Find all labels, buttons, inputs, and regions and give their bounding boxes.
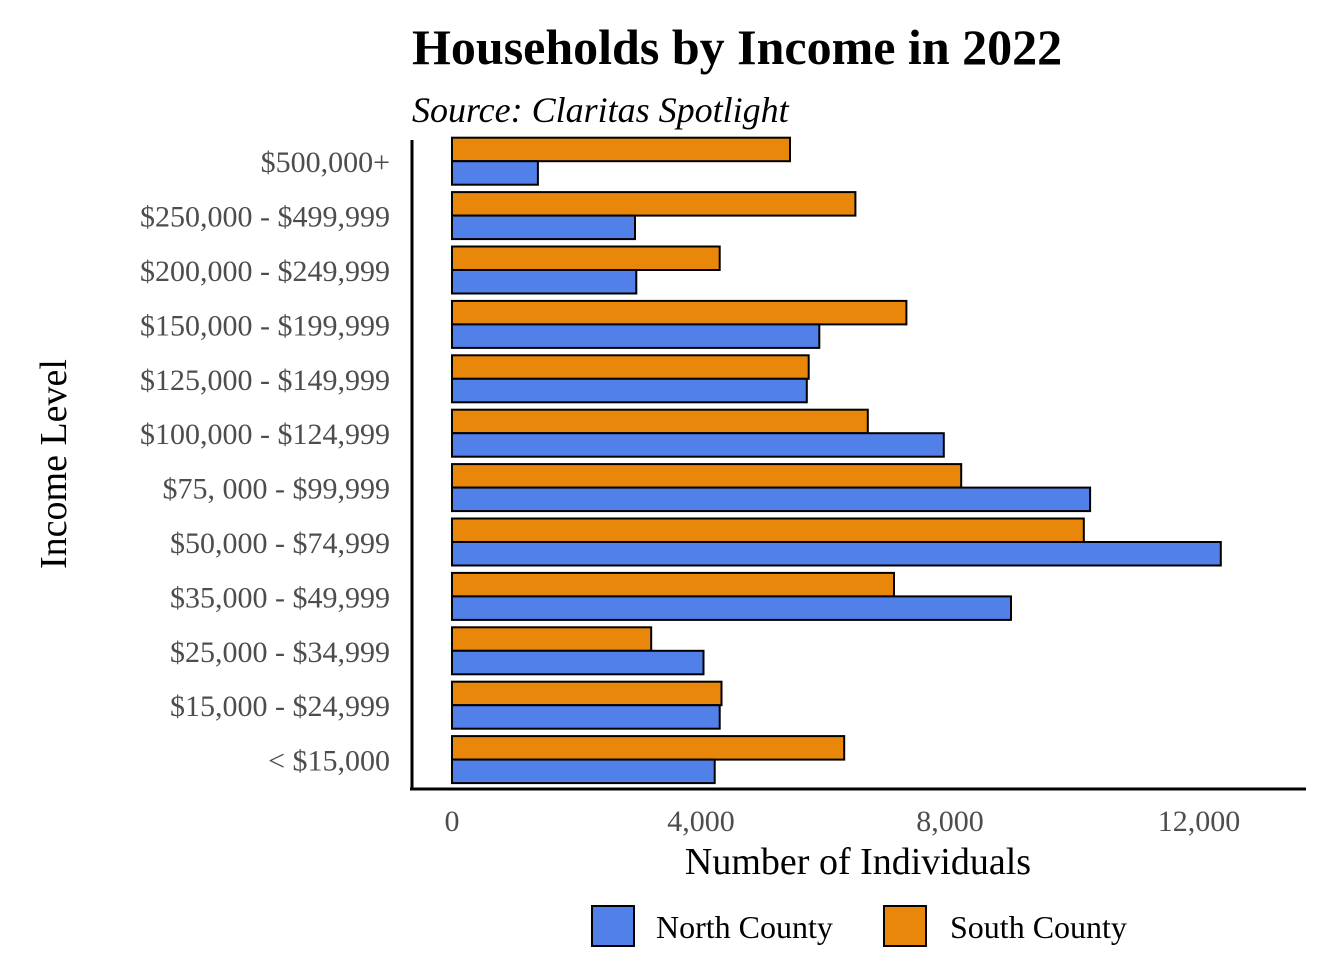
legend: North County South County xyxy=(591,905,1127,947)
bar-south-county-11 xyxy=(451,735,846,761)
bar-south-county-4 xyxy=(451,354,810,380)
bar-north-county-3 xyxy=(451,323,821,349)
bar-north-county-9 xyxy=(451,649,705,676)
bar-north-county-8 xyxy=(451,595,1012,621)
bar-north-county-0 xyxy=(451,160,539,186)
y-tick-label: $150,000 - $199,999 xyxy=(140,309,390,342)
bar-north-county-11 xyxy=(451,758,716,785)
bar-south-county-6 xyxy=(451,463,963,489)
legend-swatch-south-county xyxy=(883,905,927,947)
y-axis-title: Income Level xyxy=(33,359,75,569)
x-tick-label: 12,000 xyxy=(1158,805,1241,838)
x-tick-label: 0 xyxy=(445,805,460,838)
x-tick-label: 8,000 xyxy=(916,805,984,838)
legend-swatch-north-county xyxy=(591,905,635,947)
y-tick-label: $500,000+ xyxy=(261,146,390,179)
y-tick-label: $50,000 - $74,999 xyxy=(170,527,390,560)
bar-north-county-10 xyxy=(451,704,721,730)
x-tick-labels: 0 4,000 8,000 12,000 xyxy=(445,805,1241,838)
x-tick-label: 4,000 xyxy=(667,805,735,838)
bars-group xyxy=(451,136,1222,785)
y-tick-label: $15,000 - $24,999 xyxy=(170,690,390,723)
bar-south-county-8 xyxy=(451,571,895,598)
y-tick-label: $200,000 - $249,999 xyxy=(140,255,390,288)
chart-subtitle: Source: Claritas Spotlight xyxy=(412,90,790,130)
legend-label-south-county: South County xyxy=(950,909,1127,945)
y-tick-label: $25,000 - $34,999 xyxy=(170,636,390,669)
legend-label-north-county: North County xyxy=(656,909,833,945)
bar-south-county-5 xyxy=(451,408,869,435)
bar-north-county-7 xyxy=(451,541,1222,567)
bar-south-county-7 xyxy=(451,517,1085,543)
x-axis-title: Number of Individuals xyxy=(685,841,1031,883)
bar-north-county-1 xyxy=(451,214,636,241)
y-tick-label: $35,000 - $49,999 xyxy=(170,581,390,614)
chart-title: Households by Income in 2022 xyxy=(412,19,1062,75)
bar-south-county-3 xyxy=(451,299,908,326)
bar-north-county-4 xyxy=(451,377,808,404)
bar-north-county-6 xyxy=(451,486,1092,513)
y-tick-label: $250,000 - $499,999 xyxy=(140,201,390,234)
bar-south-county-10 xyxy=(451,680,723,707)
y-tick-label: $100,000 - $124,999 xyxy=(140,418,390,451)
y-tick-label: $125,000 - $149,999 xyxy=(140,364,390,397)
y-tick-label: $75, 000 - $99,999 xyxy=(163,473,391,506)
y-tick-label: < $15,000 xyxy=(268,745,390,778)
bar-north-county-5 xyxy=(451,432,945,458)
bar-south-county-2 xyxy=(451,245,721,271)
bar-south-county-0 xyxy=(451,136,791,163)
y-tick-labels: $500,000+ $250,000 - $499,999 $200,000 - $… xyxy=(140,146,390,777)
bar-south-county-9 xyxy=(451,626,653,652)
bar-north-county-2 xyxy=(451,269,638,295)
bar-south-county-1 xyxy=(451,191,857,217)
